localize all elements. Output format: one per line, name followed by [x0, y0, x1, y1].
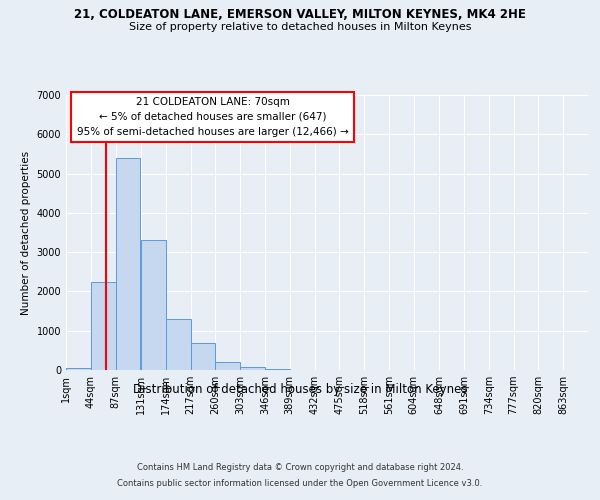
Bar [191, 342, 215, 370]
Text: 21, COLDEATON LANE, EMERSON VALLEY, MILTON KEYNES, MK4 2HE: 21, COLDEATON LANE, EMERSON VALLEY, MILT… [74, 8, 526, 20]
Y-axis label: Number of detached properties: Number of detached properties [21, 150, 31, 314]
Text: 21 COLDEATON LANE: 70sqm
← 5% of detached houses are smaller (647)
95% of semi-d: 21 COLDEATON LANE: 70sqm ← 5% of detache… [77, 97, 349, 136]
Text: Contains public sector information licensed under the Open Government Licence v3: Contains public sector information licen… [118, 478, 482, 488]
Text: Contains HM Land Registry data © Crown copyright and database right 2024.: Contains HM Land Registry data © Crown c… [137, 464, 463, 472]
Text: Size of property relative to detached houses in Milton Keynes: Size of property relative to detached ho… [129, 22, 471, 32]
Bar [91, 282, 116, 370]
Bar [166, 319, 191, 370]
Bar [240, 367, 265, 370]
Bar [215, 362, 240, 370]
Bar [141, 240, 166, 370]
Text: Distribution of detached houses by size in Milton Keynes: Distribution of detached houses by size … [133, 382, 467, 396]
Bar [265, 369, 290, 370]
Bar [66, 368, 91, 370]
Bar [116, 158, 140, 370]
